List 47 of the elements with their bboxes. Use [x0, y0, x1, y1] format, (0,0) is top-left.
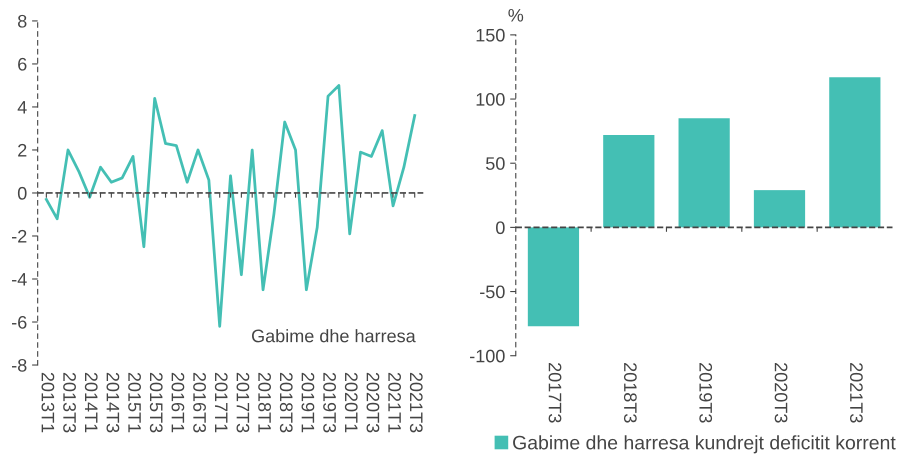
y-tick-label: -4	[12, 273, 27, 286]
bar	[829, 77, 880, 228]
x-tick-label: 2019T3	[323, 372, 336, 432]
x-tick-label: 2014T1	[84, 372, 98, 432]
bar	[603, 134, 654, 228]
x-tick-label: 2021T3	[850, 363, 863, 423]
y-tick-label: -100	[470, 350, 505, 362]
x-tick-label: 2020T3	[366, 372, 380, 432]
y-tick-label: -2	[12, 230, 26, 243]
x-tick-label: 2013T1	[41, 372, 54, 432]
y-tick-label: 0	[18, 186, 27, 200]
y-tick-label: 100	[476, 92, 505, 106]
x-tick-label: 2018T3	[624, 363, 637, 423]
y-tick-label: 6	[18, 58, 26, 71]
x-tick-label: 2015T1	[128, 372, 141, 432]
x-tick-label: 2020T3	[774, 363, 788, 423]
x-tick-label: 2018T3	[280, 372, 293, 432]
x-tick-label: 2017T3	[548, 363, 562, 423]
y-tick-label: 2	[18, 144, 26, 157]
x-tick-label: 2014T3	[106, 372, 120, 432]
y-tick-label: 150	[476, 28, 505, 42]
bar	[528, 227, 580, 326]
x-tick-label: 2018T1	[258, 372, 271, 432]
x-tick-label: 2016T3	[193, 372, 206, 432]
y-tick-label: 0	[496, 221, 505, 234]
legend-label: Gabime dhe harresa kundrejt deficitit korrent	[513, 435, 896, 454]
y-tick-label: 50	[486, 157, 505, 170]
y-tick-label: -6	[12, 316, 26, 329]
x-tick-label: 2015T3	[150, 372, 163, 432]
y-axis-title: %	[508, 8, 524, 22]
x-tick-label: 2013T3	[63, 372, 76, 432]
bar	[678, 118, 730, 228]
y-tick-label: 8	[18, 14, 26, 28]
y-tick-label: 4	[18, 101, 27, 114]
x-tick-label: 2019T3	[699, 363, 712, 423]
line-series	[44, 84, 416, 328]
x-tick-label: 2019T1	[302, 372, 314, 432]
x-tick-label: 2020T1	[344, 372, 358, 432]
y-tick-label: -8	[12, 358, 26, 372]
x-tick-label: 2021T1	[388, 372, 401, 432]
series-label: Gabime dhe harresa	[252, 329, 416, 342]
x-tick-label: 2017T3	[236, 372, 250, 432]
x-tick-label: 2017T1	[214, 372, 228, 432]
bar	[754, 190, 806, 228]
x-tick-label: 2021T3	[410, 372, 423, 432]
y-tick-label: -50	[480, 285, 505, 298]
x-tick-label: 2016T1	[172, 372, 184, 432]
